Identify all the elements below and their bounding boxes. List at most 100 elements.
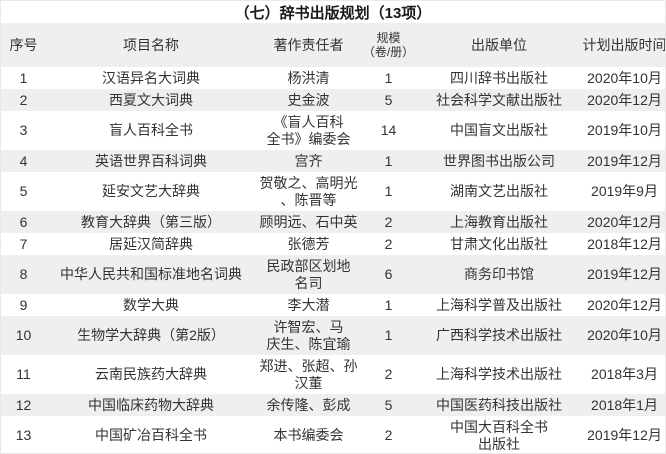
cell-publisher: 世界图书出版公司 <box>443 152 555 169</box>
cell-date: 2019年12月 <box>587 427 662 443</box>
cell-author: 杨洪清 <box>287 69 330 86</box>
cell-scale: 2 <box>384 427 393 443</box>
cell-project-name: 中国临床药物大辞典 <box>88 396 214 413</box>
cell-project-name: 生物学大辞典（第2版） <box>77 327 225 343</box>
header-scale-line1: 规模 <box>376 31 401 45</box>
cell-publisher: 甘肃文化出版社 <box>450 235 548 252</box>
cell-author: 宫齐 <box>294 152 323 169</box>
cell-index: 4 <box>19 152 28 169</box>
cell-publisher: 上海科学技术出版社 <box>436 366 562 382</box>
table-row: 8 中华人民共和国标准地名词典 民政部区划地 名司 6 商务印书馆 2019年12月 <box>1 255 665 294</box>
cell-index: 3 <box>19 122 28 138</box>
table-row: 10 生物学大辞典（第2版） 许智宏、马 庆生、陈宜瑜 1 广西科学技术出版社 2020年… <box>1 316 665 355</box>
cell-index: 9 <box>19 296 28 313</box>
table-row: 2 西夏文大词典 史金波 5 社会科学文献出版社 2020年12月 <box>1 89 665 111</box>
cell-author: 许智宏、马 庆生、陈宜瑜 <box>266 318 351 352</box>
cell-date: 2020年10月 <box>587 327 662 343</box>
table-row: 5 延安文艺大辞典 贺敬之、高明光 、陈晋等 1 湖南文艺出版社 2019年9月 <box>1 172 665 211</box>
cell-publisher: 湖南文艺出版社 <box>450 183 548 199</box>
cell-author: 张德芳 <box>287 235 330 252</box>
cell-index: 2 <box>19 91 28 108</box>
cell-project-name: 数学大典 <box>123 296 179 313</box>
table-row: 6 教育大辞典（第三版） 顾明远、石中英 2 上海教育出版社 2020年12月 <box>1 211 665 233</box>
publication-table: 序号 项目名称 著作责任者 规模 （卷/册） 出版单位 计划出版时间 1 汉语异名… <box>1 23 665 453</box>
cell-index: 5 <box>19 183 28 199</box>
cell-author: 顾明远、石中英 <box>259 213 358 230</box>
cell-scale: 14 <box>380 122 397 138</box>
header-date: 计划出版时间 <box>582 36 666 53</box>
cell-index: 1 <box>19 69 28 86</box>
cell-scale: 2 <box>384 366 393 382</box>
cell-author: 本书编委会 <box>273 427 344 443</box>
cell-scale: 1 <box>384 183 393 199</box>
cell-index: 10 <box>15 327 32 343</box>
cell-index: 12 <box>15 396 32 413</box>
cell-publisher: 中国大百科全书 出版社 <box>450 418 548 452</box>
cell-project-name: 延安文艺大辞典 <box>102 183 200 199</box>
cell-publisher: 上海科学普及出版社 <box>436 296 562 313</box>
cell-author: 余传隆、彭成 <box>266 396 351 413</box>
cell-project-name: 汉语异名大词典 <box>102 69 200 86</box>
header-index: 序号 <box>9 36 38 53</box>
cell-publisher: 社会科学文献出版社 <box>436 91 562 108</box>
cell-index: 7 <box>19 235 28 252</box>
cell-author: 史金波 <box>287 91 330 108</box>
cell-scale: 1 <box>384 69 393 86</box>
table-row: 3 盲人百科全书 《盲人百科 全书》编委会 14 中国盲文出版社 2019年10月 <box>1 111 665 150</box>
cell-date: 2019年12月 <box>587 152 662 169</box>
cell-scale: 5 <box>384 396 393 413</box>
cell-project-name: 盲人百科全书 <box>109 122 193 138</box>
cell-scale: 2 <box>384 213 393 230</box>
cell-date: 2019年12月 <box>587 266 662 282</box>
header-author: 著作责任者 <box>273 36 344 53</box>
cell-date: 2020年12月 <box>587 213 662 230</box>
cell-date: 2018年3月 <box>591 366 658 382</box>
cell-publisher: 上海教育出版社 <box>450 213 548 230</box>
cell-date: 2019年10月 <box>587 122 662 138</box>
cell-project-name: 西夏文大词典 <box>109 91 193 108</box>
cell-index: 13 <box>15 427 32 443</box>
cell-project-name: 居延汉简辞典 <box>109 235 193 252</box>
header-project-name: 项目名称 <box>123 36 179 53</box>
table-row: 12 中国临床药物大辞典 余传隆、彭成 5 中国医药科技出版社 2018年1月 <box>1 394 665 416</box>
cell-date: 2018年1月 <box>591 396 658 413</box>
cell-date: 2020年10月 <box>587 69 662 86</box>
cell-scale: 1 <box>384 152 393 169</box>
header-scale: 规模 （卷/册） <box>361 23 416 67</box>
cell-index: 8 <box>19 266 28 282</box>
cell-publisher: 中国医药科技出版社 <box>436 396 562 413</box>
cell-project-name: 英语世界百科词典 <box>95 152 207 169</box>
cell-author: 李大潜 <box>287 296 330 313</box>
header-publisher: 出版单位 <box>471 36 527 53</box>
cell-date: 2019年9月 <box>591 183 658 199</box>
cell-date: 2020年12月 <box>587 296 662 313</box>
cell-project-name: 教育大辞典（第三版） <box>81 213 221 230</box>
cell-project-name: 云南民族药大辞典 <box>95 366 207 382</box>
table-row: 7 居延汉简辞典 张德芳 2 甘肃文化出版社 2018年12月 <box>1 233 665 255</box>
cell-publisher: 广西科学技术出版社 <box>436 327 562 343</box>
cell-scale: 1 <box>384 296 393 313</box>
cell-author: 《盲人百科 全书》编委会 <box>266 113 351 147</box>
table-body: 1 汉语异名大词典 杨洪清 1 四川辞书出版社 2020年10月 2 西夏文大词典 史金波 5 社会… <box>1 67 665 453</box>
cell-author: 郑进、张超、孙 汉董 <box>259 357 358 391</box>
table-row: 13 中国矿冶百科全书 本书编委会 2 中国大百科全书 出版社 2019年12月 <box>1 416 665 453</box>
cell-project-name: 中华人民共和国标准地名词典 <box>60 266 242 282</box>
table-row: 9 数学大典 李大潜 1 上海科学普及出版社 2020年12月 <box>1 294 665 316</box>
cell-author: 民政部区划地 名司 <box>266 257 351 291</box>
cell-date: 2018年12月 <box>587 235 662 252</box>
table-row: 1 汉语异名大词典 杨洪清 1 四川辞书出版社 2020年10月 <box>1 67 665 89</box>
header-scale-line2: （卷/册） <box>362 45 415 59</box>
cell-scale: 2 <box>384 235 393 252</box>
cell-scale: 6 <box>384 266 393 282</box>
cell-index: 11 <box>16 366 31 382</box>
cell-scale: 1 <box>384 327 393 343</box>
table-row: 11 云南民族药大辞典 郑进、张超、孙 汉董 2 上海科学技术出版社 2018年3月 <box>1 355 665 394</box>
cell-publisher: 四川辞书出版社 <box>450 69 548 86</box>
cell-date: 2020年12月 <box>587 91 662 108</box>
cell-publisher: 中国盲文出版社 <box>450 122 548 138</box>
table-header-row: 序号 项目名称 著作责任者 规模 （卷/册） 出版单位 计划出版时间 <box>1 23 665 67</box>
cell-scale: 5 <box>384 91 393 108</box>
cell-author: 贺敬之、高明光 、陈晋等 <box>259 174 358 208</box>
cell-index: 6 <box>19 213 28 230</box>
